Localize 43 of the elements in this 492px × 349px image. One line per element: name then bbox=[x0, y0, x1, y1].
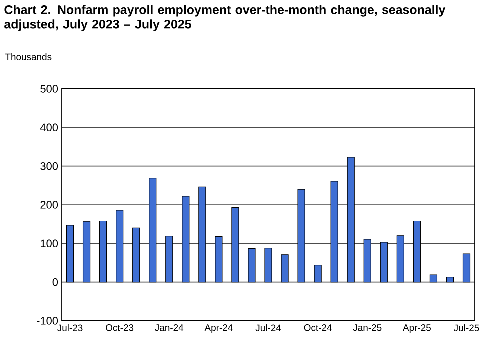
bar bbox=[430, 274, 438, 283]
bar bbox=[314, 265, 322, 283]
bar bbox=[380, 242, 388, 283]
bar bbox=[462, 254, 471, 283]
y-tick-label: 200 bbox=[40, 201, 58, 209]
y-tick-label: 400 bbox=[40, 124, 58, 132]
bar bbox=[149, 178, 157, 283]
bar bbox=[182, 196, 190, 283]
x-tick-label: Oct-23 bbox=[106, 324, 134, 332]
bar bbox=[347, 157, 355, 283]
bar bbox=[215, 236, 223, 283]
x-tick-label: Jul-25 bbox=[454, 324, 480, 332]
x-tick-label: Oct-24 bbox=[304, 324, 332, 332]
bar bbox=[166, 236, 174, 283]
bar bbox=[281, 254, 289, 283]
bar bbox=[446, 277, 454, 283]
bar bbox=[413, 220, 421, 283]
bar bbox=[396, 236, 404, 283]
bar bbox=[330, 181, 338, 283]
bar bbox=[66, 225, 74, 283]
bar bbox=[82, 221, 91, 283]
y-tick-label: 100 bbox=[41, 240, 58, 248]
y-tick-label: 0 bbox=[52, 278, 58, 286]
bar bbox=[264, 248, 272, 283]
y-tick-label: -100 bbox=[37, 317, 58, 325]
bar bbox=[116, 210, 124, 283]
bar bbox=[298, 189, 306, 283]
bar bbox=[198, 186, 206, 283]
x-tick-label: Jan-24 bbox=[155, 324, 184, 332]
y-tick-label: 500 bbox=[40, 85, 58, 93]
bar bbox=[248, 248, 256, 283]
bar bbox=[100, 220, 108, 283]
x-tick-label: Apr-24 bbox=[204, 324, 233, 334]
x-tick-label: Apr-25 bbox=[403, 324, 431, 334]
chart-title: Chart 2. Nonfarm payroll employment over-the-month change, seasonally adjusted, July 2023 – July 2025 bbox=[4, 5, 446, 32]
x-tick-label: Jul-23 bbox=[58, 324, 83, 332]
y-tick-label: 300 bbox=[40, 162, 58, 170]
bar bbox=[132, 228, 140, 283]
x-tick-label: Jan-25 bbox=[353, 324, 382, 332]
bar bbox=[364, 239, 372, 283]
x-tick-label: Jul-24 bbox=[256, 324, 282, 332]
bar bbox=[232, 207, 240, 283]
y-axis-title: Thousands bbox=[5, 54, 52, 60]
